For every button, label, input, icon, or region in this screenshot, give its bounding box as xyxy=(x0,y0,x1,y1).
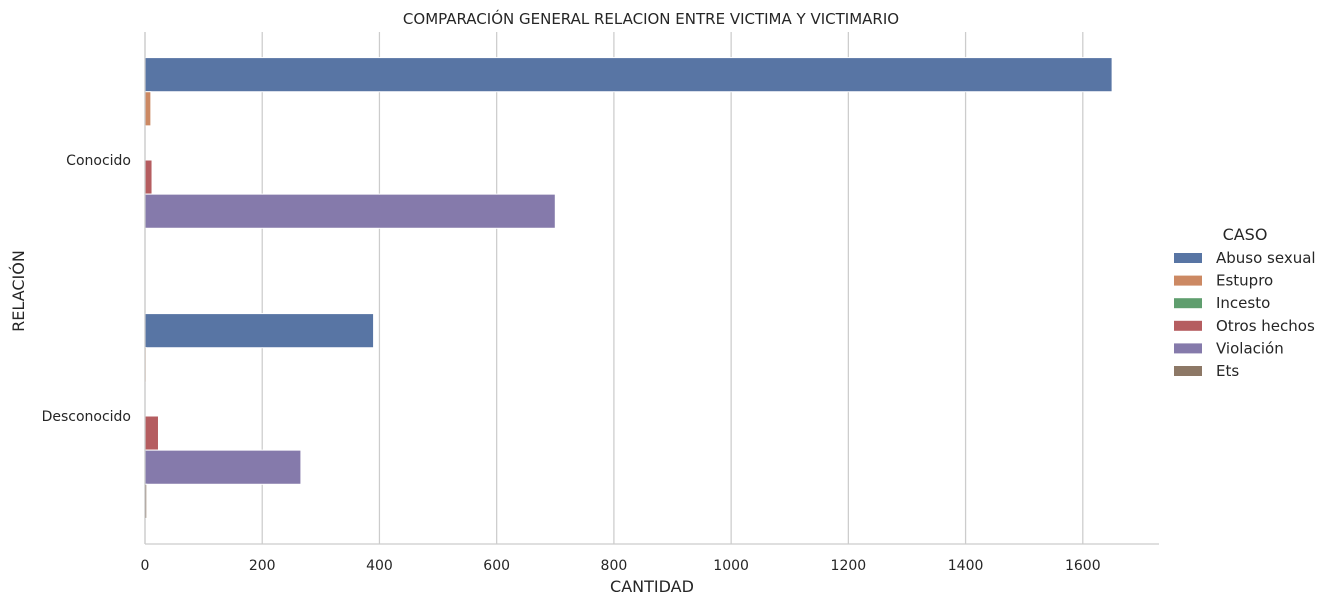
x-tick-label: 600 xyxy=(483,558,510,574)
legend-label: Abuso sexual xyxy=(1216,249,1316,267)
legend-label: Otros hechos xyxy=(1216,317,1315,335)
legend-label: Violación xyxy=(1216,339,1284,357)
x-tick-label: 1000 xyxy=(713,558,749,574)
bar xyxy=(144,159,153,195)
x-tick-label: 200 xyxy=(249,558,276,574)
legend-title: CASO xyxy=(1223,225,1268,244)
legend-swatch xyxy=(1174,320,1202,331)
y-axis-label: RELACIÓN xyxy=(9,250,28,332)
x-tick-label: 0 xyxy=(141,558,150,574)
x-tick-label: 1600 xyxy=(1065,558,1101,574)
y-tick-label: Desconocido xyxy=(42,409,131,425)
x-tick-labels: 0 200 400 600 800 1000 1200 1400 1600 xyxy=(141,558,1101,574)
bar xyxy=(144,91,152,127)
legend-swatch xyxy=(1174,298,1202,309)
chart-title: COMPARACIÓN GENERAL RELACION ENTRE VICTI… xyxy=(403,9,899,28)
bar xyxy=(144,415,159,451)
legend-swatch xyxy=(1174,366,1202,376)
legend-swatch xyxy=(1174,275,1202,286)
grid xyxy=(144,32,1084,544)
bar xyxy=(144,449,302,485)
x-tick-label: 800 xyxy=(601,558,628,574)
y-tick-label: Conocido xyxy=(66,153,131,169)
x-axis-label: CANTIDAD xyxy=(610,577,694,596)
legend-swatch xyxy=(1174,343,1202,354)
legend-label: Ets xyxy=(1216,362,1239,380)
bar xyxy=(144,193,556,229)
y-tick-labels: Conocido Desconocido xyxy=(42,153,131,425)
bars xyxy=(144,57,1113,519)
bar xyxy=(144,313,375,349)
legend-label: Incesto xyxy=(1216,294,1270,312)
x-tick-label: 1400 xyxy=(948,558,984,574)
x-tick-label: 1200 xyxy=(831,558,867,574)
legend: CASO Abuso sexual Estupro Incesto Otros hec… xyxy=(1174,225,1316,380)
bar xyxy=(144,57,1113,93)
legend-swatch xyxy=(1174,253,1202,263)
x-tick-label: 400 xyxy=(366,558,393,574)
legend-label: Estupro xyxy=(1216,272,1273,290)
